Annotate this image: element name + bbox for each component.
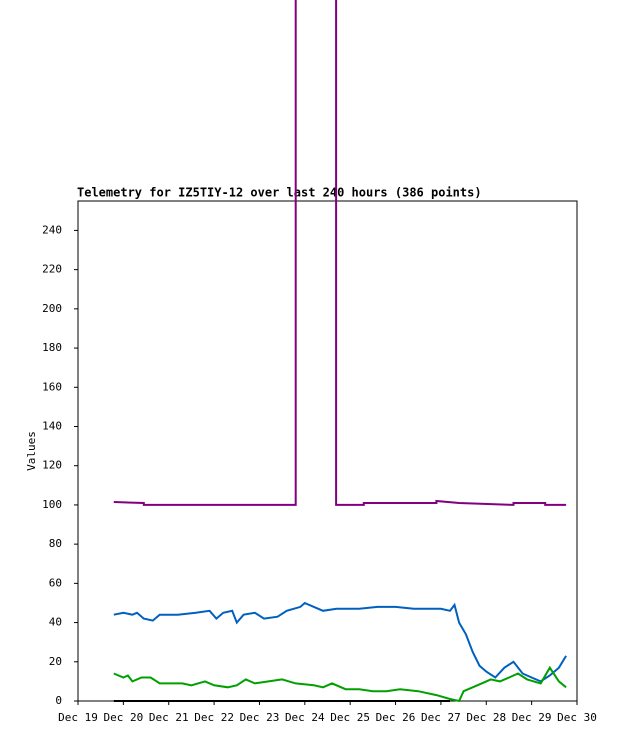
y-tick-label: 60 [49,576,62,589]
x-tick-label: Dec 27 [421,711,461,724]
x-tick-label: Dec 24 [285,711,325,724]
y-tick-label: 120 [42,459,62,472]
series-line [113,0,567,506]
x-tick-label: Dec 29 [512,711,552,724]
y-tick-label: 0 [55,694,62,707]
series-line [113,665,567,703]
y-tick-label: 40 [49,616,62,629]
x-tick-label: Dec 19 [58,711,98,724]
x-tick-label: Dec 23 [240,711,280,724]
y-tick-label: 220 [42,263,62,276]
y-tick-label: 20 [49,655,62,668]
x-tick-label: Dec 26 [376,711,416,724]
x-tick-label: Dec 28 [466,711,506,724]
y-axis-label: Values [25,431,38,471]
y-tick-label: 240 [42,223,62,236]
x-tick-label: Dec 20 [103,711,143,724]
chart-title: Telemetry for IZ5TIY-12 over last 240 ho… [77,186,482,200]
x-tick-label: Dec 25 [330,711,370,724]
y-tick-label: 180 [42,341,62,354]
y-tick-label: 80 [49,537,62,550]
y-tick-label: 200 [42,302,62,315]
y-tick-label: 140 [42,419,62,432]
plot-frame [77,200,578,702]
y-tick-label: 160 [42,380,62,393]
x-tick-label: Dec 22 [194,711,234,724]
y-tick-label: 100 [42,498,62,511]
x-tick-label: Dec 30 [557,711,597,724]
series-line [113,601,567,683]
x-tick-label: Dec 21 [149,711,189,724]
